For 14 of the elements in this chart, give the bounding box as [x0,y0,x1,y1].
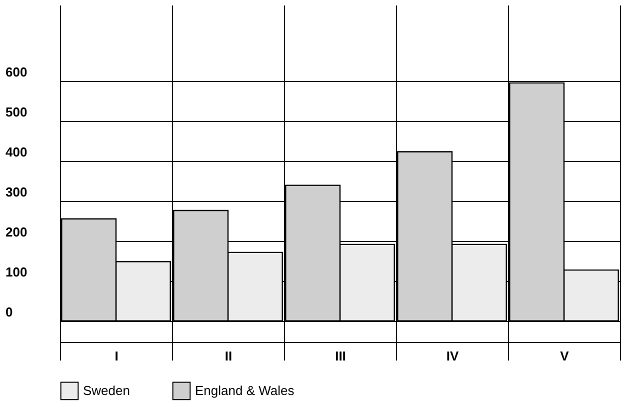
x-tick-label: V [560,348,570,364]
legend-label: Sweden [83,382,130,398]
x-tick-label: I [114,348,118,364]
y-tick-label: 0 [6,304,13,320]
y-tick-label: 300 [6,184,28,200]
legend-label: England & Wales [195,382,295,398]
y-tick-label: 200 [6,224,28,240]
x-tick-label: III [335,348,346,364]
y-tick-label: 600 [6,64,28,80]
y-tick-label: 100 [6,264,28,280]
y-tick-label: 500 [6,104,28,120]
x-tick-label: II [224,348,232,364]
y-tick-label: 400 [6,144,28,160]
x-tick-label: IV [446,348,459,364]
